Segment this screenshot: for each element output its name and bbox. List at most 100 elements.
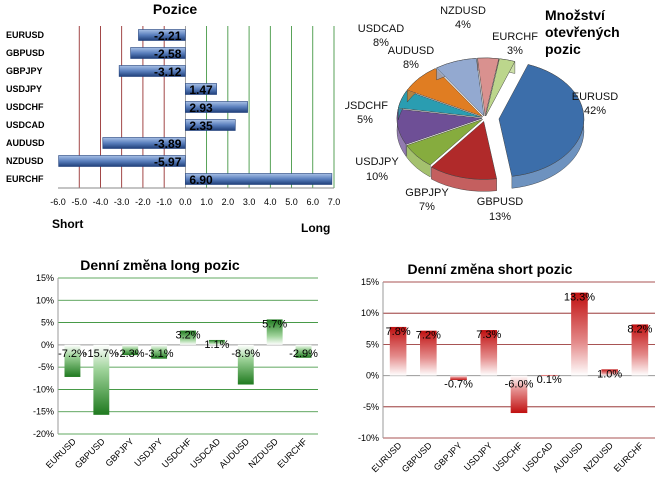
positions-x-tick: 6.0 [307,197,320,207]
p3-bar [237,344,254,385]
p3-bar [266,319,283,345]
p4-value-label: 8.2% [627,323,652,335]
positions-x-tick: -6.0 [50,197,66,207]
pie-slice [498,64,585,177]
pie-slice-name: USDJPY [355,156,399,168]
positions-bar [58,155,186,167]
p4-value-label: 13.3% [564,292,595,304]
positions-title: Pozice [153,1,198,17]
p4-y-tick: -10% [358,433,379,443]
pie-slice-percent: 7% [419,201,435,213]
p4-value-label: 0.1% [537,374,562,386]
positions-bar [185,101,248,113]
p4-y-tick: -5% [363,402,379,412]
pie-slice-name: USDCHF [345,100,388,112]
pie-slice [436,57,485,117]
p4-category-label: USDCAD [521,440,555,474]
positions-category-label: EURCHF [6,174,44,184]
p3-bar [151,344,168,359]
positions-value-label: 2.93 [189,101,213,115]
p4-category-label: GBPUSD [400,440,434,474]
positions-x-tick: 4.0 [264,197,277,207]
p3-value-label: 5.7% [262,318,287,330]
p4-value-label: -0.7% [444,379,473,391]
positions-svg: Pozice EURUSD GBPUSD GBPJPY USDJPY USDCHF USD… [6,1,340,235]
p3-value-label: -3.1% [145,348,174,360]
positions-x-tick: -1.0 [156,197,172,207]
p4-category-label: AUDUSD [551,440,585,474]
positions-category-label: AUDUSD [6,138,45,148]
p3-bar [180,330,196,345]
pie-slice [406,119,483,166]
p3-category-label: GBPUSD [73,436,107,470]
positions-value-label: -2.21 [154,29,182,43]
daily-short-chart: Denní změna short pozic 7.8% 7.2% -0.7% 7.3… [335,248,665,492]
pie-slice-percent: 8% [403,59,419,71]
pie-slice-percent: 3% [507,45,523,57]
pie-svg: EURUSD 42% GBPUSD 13% GBPJPY 7% USDJPY 10% USDCH… [342,5,620,223]
p4-bar [450,375,467,380]
short-label: Short [52,217,83,231]
positions-bar [118,65,186,77]
pie-slice-name: USDCAD [358,23,405,35]
long-label: Long [301,221,330,235]
p3-category-label: NZDUSD [246,436,280,470]
daily-short-svg: Denní změna short pozic 7.8% 7.2% -0.7% 7.3… [358,261,655,474]
positions-chart: Pozice EURUSD GBPUSD GBPJPY USDJPY USDCHF USD… [0,0,345,245]
pie-slice-percent: 42% [584,105,606,117]
p3-category-label: GBPJPY [103,436,135,468]
positions-value-label: -3.12 [154,65,182,79]
p3-bar [64,344,81,377]
positions-category-label: EURUSD [6,30,45,40]
positions-value-label: 6.90 [189,173,213,187]
pie-title-line: pozic [545,41,581,57]
pie-slice-name: GBPUSD [477,196,524,208]
p3-value-label: -8.9% [231,348,260,360]
pie-slice [477,57,500,116]
daily-long-title: Denní změna long pozic [80,257,240,273]
pie-slice-name: GBPJPY [405,187,449,199]
positions-bar [185,173,333,185]
p3-y-tick: 15% [36,273,54,283]
pie-slice [397,90,483,118]
p3-category-label: EURUSD [44,436,78,470]
positions-category-label: USDCAD [6,120,45,130]
p3-value-label: -2.9% [289,348,318,360]
p3-value-label: -7.2% [58,348,87,360]
p3-category-label: USDCAD [188,436,222,470]
p4-value-label: 7.8% [386,326,411,338]
pie-slice-percent: 4% [455,19,471,31]
p3-y-tick: -20% [33,429,54,439]
positions-bar [130,47,186,59]
p4-category-label: GBPJPY [432,440,464,472]
positions-x-tick: 1.0 [200,197,213,207]
positions-category-label: GBPJPY [6,66,43,76]
p3-value-label: 3.2% [175,330,200,342]
daily-long-svg: Denní změna long pozic -7.2%-15.7%-2.3% -… [33,257,318,470]
positions-value-label: -3.89 [154,137,182,151]
p3-value-label: 1.1% [204,339,229,351]
p4-value-label: 7.3% [476,329,501,341]
positions-x-tick: -3.0 [114,197,130,207]
positions-x-tick: 5.0 [285,197,298,207]
positions-x-tick: 2.0 [222,197,235,207]
p4-bar [571,292,588,376]
positions-value-label: 2.35 [189,119,213,133]
p4-bar [420,330,437,376]
p4-y-tick: 5% [366,339,379,349]
positions-x-tick: -4.0 [93,197,109,207]
p3-y-tick: 5% [41,318,54,328]
p3-bar [93,344,110,415]
pie-slice-name: NZDUSD [440,5,486,17]
pie-slice-name: EURUSD [572,91,619,103]
positions-x-tick: 3.0 [243,197,256,207]
p4-y-tick: 0% [366,371,379,381]
p3-value-label: -15.7% [84,348,119,360]
p4-bar [389,326,407,376]
p4-value-label: -6.0% [505,379,534,391]
pie-slice-percent: 5% [357,114,373,126]
positions-bar [138,29,186,41]
pie-title-line: otevřených [545,24,620,40]
positions-value-label: -2.58 [154,47,182,61]
p3-value-label: -2.3% [116,348,145,360]
